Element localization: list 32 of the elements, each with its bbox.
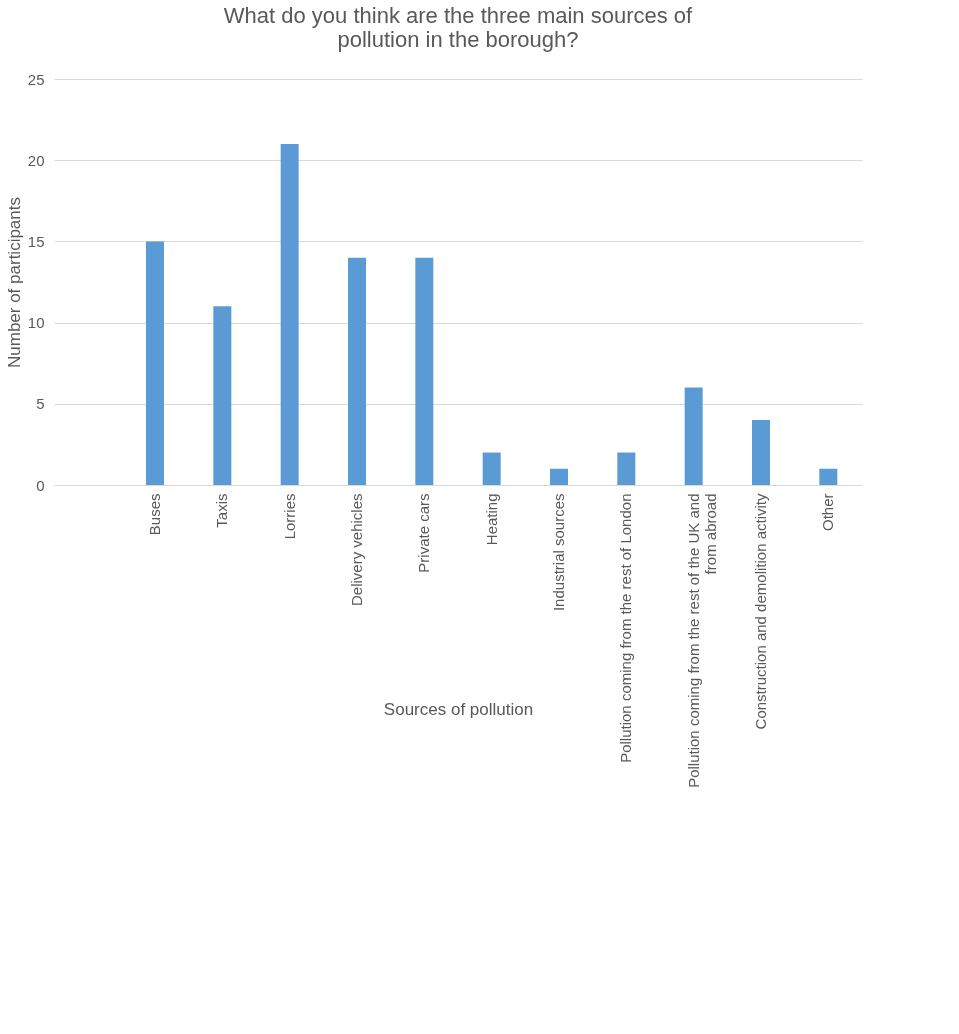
text: pollution in the borough?	[337, 27, 579, 52]
x-tick-label: Heating	[482, 493, 500, 546]
x-tick-label: Taxis	[213, 493, 231, 528]
x-tick-label: Pollution coming from the rest of London	[617, 493, 635, 763]
bar	[146, 241, 164, 485]
bar	[280, 143, 299, 485]
x-tick-label: Private cars	[415, 493, 433, 573]
y-tick-label: 25	[27, 70, 45, 88]
x-tick-label: Pollution coming from the rest of the UK and from abroad	[684, 493, 719, 788]
text: What do you think are the three main sources of	[223, 3, 693, 28]
y-tick-label: 20	[27, 151, 45, 169]
y-axis-title: Number of participants	[4, 196, 24, 369]
bar	[415, 257, 434, 485]
x-tick-label: Other	[819, 493, 837, 532]
bar	[752, 420, 770, 485]
y-tick-label: 10	[27, 314, 45, 332]
y-tick-label: 5	[36, 395, 45, 413]
x-axis-title: Sources of pollution	[383, 699, 534, 719]
x-tick-label: Lorries	[280, 493, 298, 540]
x-tick-label: Buses	[146, 493, 163, 536]
bar	[213, 306, 232, 485]
bar	[617, 452, 636, 485]
x-tick-label: Delivery vehicles	[348, 493, 365, 607]
bar	[550, 468, 568, 485]
x-tick-label: Industrial sources	[550, 493, 567, 612]
bar	[684, 387, 703, 485]
bar	[348, 257, 366, 485]
y-tick-label: 0	[36, 476, 45, 494]
bar	[482, 452, 501, 485]
bar	[819, 468, 838, 485]
y-tick-label: 15	[27, 232, 45, 250]
x-tick-label: Construction and demolition activity	[752, 493, 769, 730]
